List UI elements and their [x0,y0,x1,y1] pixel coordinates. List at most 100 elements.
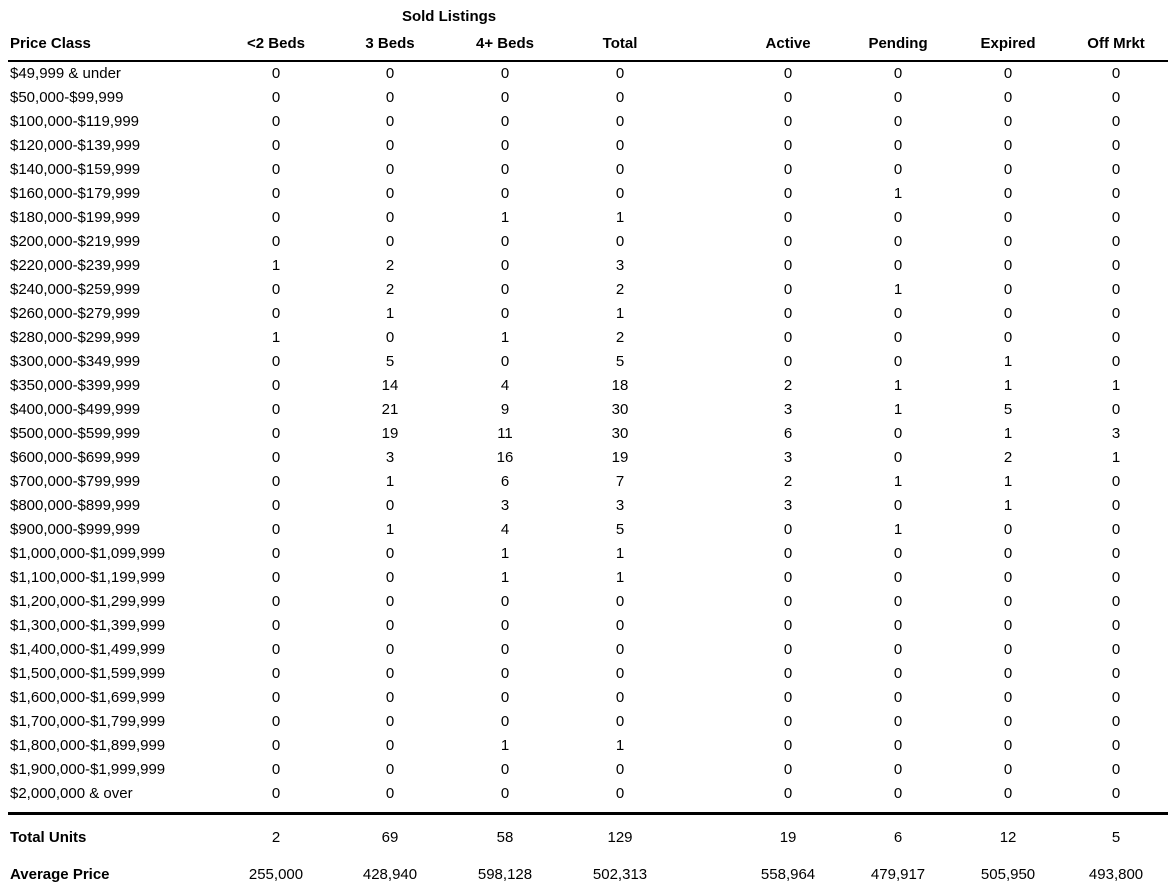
value-cell: 0 [1111,593,1121,610]
column-gap [678,758,732,782]
value-cell: 0 [1111,65,1121,82]
value-cell: 0 [783,185,793,202]
column-gap [678,374,732,398]
value-cell: 1 [1003,425,1013,442]
column-gap [678,350,732,374]
column-gap [678,446,732,470]
price-class-cell: $160,000-$179,999 [10,185,141,202]
value-cell: 0 [783,785,793,802]
value-cell: 1 [500,209,510,226]
value-cell: 0 [1111,545,1121,562]
average-price-active: 558,964 [760,866,816,883]
price-class-cell: $600,000-$699,999 [10,449,141,466]
value-cell: 0 [271,641,281,658]
value-cell: 0 [1003,593,1013,610]
value-cell: 5 [385,353,395,370]
value-cell: 1 [1111,377,1121,394]
value-cell: 0 [893,65,903,82]
value-cell: 0 [1111,401,1121,418]
value-cell: 0 [1111,497,1121,514]
total-units-off-mrkt: 5 [1064,812,1169,856]
value-cell: 0 [1111,785,1121,802]
value-cell: 1 [615,737,625,754]
table-row: $400,000-$499,999 0 21 9 30 3 1 5 0 [8,398,1168,422]
value-cell: 0 [783,209,793,226]
value-cell: 0 [893,569,903,586]
value-cell: 0 [1003,257,1013,274]
header-gap [678,31,733,62]
value-cell: 0 [1111,689,1121,706]
value-cell: 1 [1111,449,1121,466]
table-row: $1,700,000-$1,799,999 0 0 0 0 0 0 0 0 [8,710,1168,734]
table-row: $100,000-$119,999 0 0 0 0 0 0 0 0 [8,110,1168,134]
column-gap [678,782,732,814]
value-cell: 5 [615,353,625,370]
value-cell: 0 [271,689,281,706]
value-cell: 0 [615,89,625,106]
value-cell: 0 [893,305,903,322]
table-row: $1,800,000-$1,899,999 0 0 1 1 0 0 0 0 [8,734,1168,758]
value-cell: 0 [271,137,281,154]
column-gap [678,110,732,134]
value-cell: 0 [500,161,510,178]
value-cell: 0 [615,761,625,778]
value-cell: 0 [1003,89,1013,106]
header-expired: Expired [952,31,1065,62]
column-gap [678,590,732,614]
value-cell: 2 [615,281,625,298]
total-units-3-beds: 69 [332,812,448,856]
price-class-cell: $1,600,000-$1,699,999 [10,689,166,706]
value-cell: 0 [1003,569,1013,586]
table-row: $500,000-$599,999 0 19 11 30 6 0 1 3 [8,422,1168,446]
value-cell: 0 [385,185,395,202]
table-row: $260,000-$279,999 0 1 0 1 0 0 0 0 [8,302,1168,326]
value-cell: 3 [385,449,395,466]
value-cell: 0 [1003,521,1013,538]
column-gap [678,710,732,734]
price-class-cell: $1,400,000-$1,499,999 [10,641,166,658]
table-row: $50,000-$99,999 0 0 0 0 0 0 0 0 [8,86,1168,110]
table-row: $140,000-$159,999 0 0 0 0 0 0 0 0 [8,158,1168,182]
value-cell: 0 [385,665,395,682]
value-cell: 30 [611,425,629,442]
column-gap [678,662,732,686]
value-cell: 1 [500,545,510,562]
column-gap [678,686,732,710]
value-cell: 0 [1111,665,1121,682]
value-cell: 0 [1003,113,1013,130]
column-gap [678,470,732,494]
value-cell: 0 [500,689,510,706]
value-cell: 16 [496,449,514,466]
value-cell: 0 [783,65,793,82]
column-gap [678,134,732,158]
value-cell: 0 [1111,521,1121,538]
column-gap [678,518,732,542]
value-cell: 0 [500,785,510,802]
table-row: $200,000-$219,999 0 0 0 0 0 0 0 0 [8,230,1168,254]
column-gap [678,86,732,110]
value-cell: 0 [1003,785,1013,802]
value-cell: 0 [1111,737,1121,754]
value-cell: 0 [271,281,281,298]
value-cell: 0 [1003,713,1013,730]
value-cell: 0 [615,113,625,130]
table-row: $1,600,000-$1,699,999 0 0 0 0 0 0 0 0 [8,686,1168,710]
value-cell: 0 [1003,641,1013,658]
column-gap [678,398,732,422]
table-row: $280,000-$299,999 1 0 1 2 0 0 0 0 [8,326,1168,350]
value-cell: 2 [783,377,793,394]
value-cell: 0 [500,761,510,778]
value-cell: 0 [1111,761,1121,778]
value-cell: 0 [893,329,903,346]
value-cell: 1 [1003,473,1013,490]
value-cell: 0 [385,161,395,178]
value-cell: 0 [1003,761,1013,778]
column-gap [678,254,732,278]
value-cell: 7 [615,473,625,490]
column-gap [678,206,732,230]
value-cell: 0 [1003,737,1013,754]
value-cell: 0 [500,113,510,130]
price-class-cell: $1,500,000-$1,599,999 [10,665,166,682]
column-gap [678,566,732,590]
value-cell: 0 [1111,641,1121,658]
